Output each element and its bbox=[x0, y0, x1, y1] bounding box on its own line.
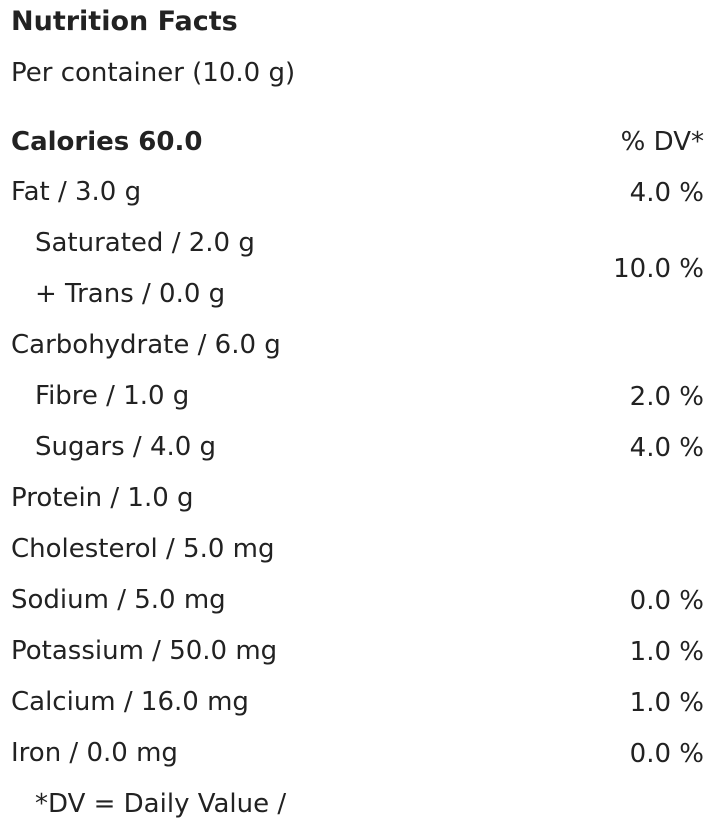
nutrient-row: Cholesterol / 5.0 mg bbox=[11, 524, 704, 575]
nutrient-label-group: Carbohydrate / 6.0 g bbox=[11, 320, 281, 371]
calories: Calories 60.0 bbox=[11, 126, 203, 157]
calories-row: Calories 60.0 % DV* bbox=[11, 116, 704, 167]
daily-value: 0.0 % bbox=[629, 738, 704, 769]
nutrient-label: Sugars / 4.0 g bbox=[35, 432, 217, 462]
nutrient-row: Carbohydrate / 6.0 g bbox=[11, 320, 704, 371]
nutrient-label: Saturated / 2.0 g bbox=[35, 228, 255, 258]
nutrient-label: Potassium / 50.0 mg bbox=[11, 636, 278, 666]
nutrient-row: Potassium / 50.0 mg 1.0 % bbox=[11, 626, 704, 677]
daily-value: 0.0 % bbox=[629, 585, 704, 616]
daily-value: 2.0 % bbox=[629, 381, 704, 412]
nutrient-label-group: Fibre / 1.0 g bbox=[11, 371, 189, 422]
nutrient-label: Fat / 3.0 g bbox=[11, 177, 142, 207]
title: Nutrition Facts bbox=[11, 6, 238, 37]
nutrient-label-group: Calcium / 16.0 mg bbox=[11, 677, 249, 728]
nutrient-label-group: Sugars / 4.0 g bbox=[11, 422, 216, 473]
footnote: *DV = Daily Value / bbox=[35, 789, 287, 819]
nutrient-label-group: Protein / 1.0 g bbox=[11, 473, 194, 524]
dv-header: % DV* bbox=[620, 126, 704, 157]
daily-value: 10.0 % bbox=[613, 254, 704, 284]
nutrient-label-group: Sodium / 5.0 mg bbox=[11, 575, 226, 626]
nutrient-label: Carbohydrate / 6.0 g bbox=[11, 330, 281, 360]
nutrient-label: Cholesterol / 5.0 mg bbox=[11, 534, 275, 564]
daily-value: 1.0 % bbox=[629, 636, 704, 667]
nutrient-label-group: Potassium / 50.0 mg bbox=[11, 626, 277, 677]
daily-value: 4.0 % bbox=[629, 177, 704, 208]
nutrient-label: Fibre / 1.0 g bbox=[35, 381, 190, 411]
nutrient-label: Calcium / 16.0 mg bbox=[11, 687, 249, 717]
nutrient-label-group: Saturated / 2.0 g + Trans / 0.0 g bbox=[11, 218, 255, 320]
daily-value: 1.0 % bbox=[629, 687, 704, 718]
rows: Fat / 3.0 g 4.0 % Saturated / 2.0 g + Trans… bbox=[11, 167, 704, 779]
nutrient-label: + Trans / 0.0 g bbox=[35, 279, 226, 309]
nutrient-label: Sodium / 5.0 mg bbox=[11, 585, 226, 615]
nutrient-label: Iron / 0.0 mg bbox=[11, 738, 178, 768]
nutrient-label-group: Fat / 3.0 g bbox=[11, 167, 141, 218]
nutrient-row: Fibre / 1.0 g 2.0 % bbox=[11, 371, 704, 422]
nutrient-row: Sugars / 4.0 g 4.0 % bbox=[11, 422, 704, 473]
nutrient-row: Saturated / 2.0 g + Trans / 0.0 g 10.0 % bbox=[11, 218, 704, 320]
nutrient-label-group: Cholesterol / 5.0 mg bbox=[11, 524, 274, 575]
nutrient-row: Fat / 3.0 g 4.0 % bbox=[11, 167, 704, 218]
nutrient-row: Calcium / 16.0 mg 1.0 % bbox=[11, 677, 704, 728]
serving: Per container (10.0 g) bbox=[11, 58, 296, 88]
nutrient-row: Iron / 0.0 mg 0.0 % bbox=[11, 728, 704, 779]
daily-value: 4.0 % bbox=[629, 432, 704, 463]
nutrient-label-group: Iron / 0.0 mg bbox=[11, 728, 178, 779]
nutrient-label: Protein / 1.0 g bbox=[11, 483, 194, 513]
nutrient-row: Protein / 1.0 g bbox=[11, 473, 704, 524]
nutrient-row: Sodium / 5.0 mg 0.0 % bbox=[11, 575, 704, 626]
